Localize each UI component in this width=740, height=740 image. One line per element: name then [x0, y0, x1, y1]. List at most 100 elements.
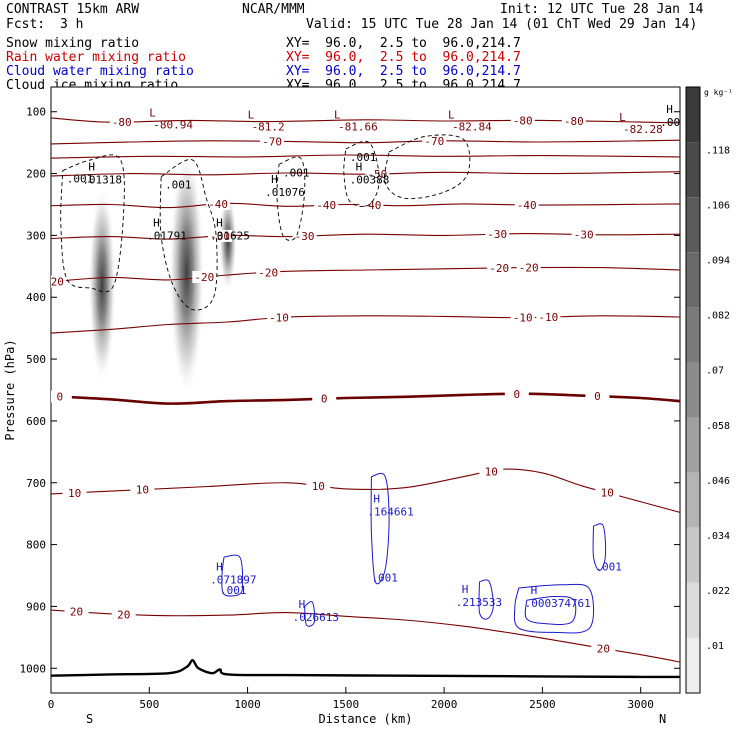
cloud-water-contour-label-0: .001 — [220, 584, 247, 597]
low-marker-2: L — [334, 108, 341, 121]
isotherm-label-10-1: 10 — [136, 484, 149, 497]
colorbar-segment-5 — [686, 362, 700, 418]
colorbar-tick-label-3: .082 — [706, 311, 730, 322]
cloud-water-max-value-0: .071897 — [210, 574, 256, 587]
section-end-label: N — [659, 712, 666, 726]
isotherm-label--80-2: -80 — [564, 115, 584, 128]
isotherm-label--30-2: -30 — [487, 228, 507, 241]
colorbar-tick-label-2: .094 — [706, 256, 730, 267]
isotherm-label--80-0: -80 — [112, 116, 132, 129]
cloud-ice-max-value-4: .00388 — [350, 174, 390, 187]
cloud-ice-max-value-2: .01625 — [210, 229, 250, 242]
isotherm-label-bg — [51, 275, 66, 288]
low-marker-3: L — [448, 108, 455, 121]
field-xy-rain: XY= 96.0, 2.5 to 96.0,214.7 — [286, 50, 521, 65]
isotherm-label-bg — [479, 465, 504, 478]
isotherm-label-bg — [365, 167, 390, 180]
isotherm-label-bg — [109, 115, 134, 128]
isotherm-label--20-2: -20 — [258, 266, 278, 279]
colorbar-tick-label-6: .046 — [706, 476, 730, 487]
isotherm-label-bg — [314, 199, 339, 212]
cloud-water-max-marker-3: H — [462, 583, 469, 596]
init-time: Init: 12 UTC Tue 28 Jan 14 — [500, 2, 704, 17]
y-tick-label-1000: 1000 — [20, 662, 47, 675]
isotherm-label-bg — [359, 199, 384, 212]
y-axis-label: Pressure (hPa) — [3, 339, 17, 440]
cloud-ice-max-marker-0: H — [88, 161, 95, 174]
isotherm-label--40-2: -40 — [361, 199, 381, 212]
forecast-hour: 3 h — [60, 17, 84, 32]
isotherm-label-10-4: 10 — [601, 487, 614, 500]
isotherm-label-bg — [510, 114, 535, 127]
colorbar-tick-label-5: .058 — [706, 421, 730, 432]
model-title: CONTRAST 15km ARW — [6, 2, 140, 17]
cloud-ice-max-marker-5: H — [666, 103, 673, 116]
isotherm-label--30-1: -30 — [295, 230, 315, 243]
isotherm-label--70-0: -70 — [262, 135, 282, 148]
y-tick-label-700: 700 — [26, 477, 46, 490]
isotherm-label--10-0: -10 — [269, 312, 289, 325]
isotherm-label-bg — [591, 642, 616, 655]
isotherm-label-20-1: 20 — [117, 608, 130, 621]
cloud-water-contour-0 — [221, 554, 244, 597]
cloud-water-max-value-3: .213533 — [456, 596, 502, 609]
isotherm-label-bg — [571, 228, 596, 241]
isotherm-label--20-3: -20 — [489, 262, 509, 275]
isotherm-label-bg — [585, 390, 610, 403]
isotherm-label-10-0: 10 — [68, 487, 81, 500]
colorbar-tick-label-4: .07 — [706, 366, 724, 377]
forecast-label: Fcst: — [6, 17, 46, 32]
isotherm-label-bg — [206, 197, 231, 210]
cloud-ice-max-value-3: .01076 — [265, 186, 305, 199]
x-tick-label-500: 500 — [139, 698, 159, 711]
low-marker-0: L — [149, 106, 156, 119]
isotherm-label-bg — [306, 480, 331, 493]
low-value-1: -81.2 — [252, 120, 285, 133]
colorbar-tick-label-0: .118 — [706, 145, 730, 156]
x-tick-label-1500: 1500 — [333, 698, 360, 711]
low-value-4: -82.28 — [623, 123, 663, 136]
colorbar-tick-label-9: .01 — [706, 641, 724, 652]
colorbar-segment-1 — [686, 142, 700, 198]
cloud-ice-contour-1 — [159, 159, 218, 311]
section-start-label: S — [86, 712, 93, 726]
y-tick-label-400: 400 — [26, 291, 46, 304]
field-xy-snow: XY= 96.0, 2.5 to 96.0,214.7 — [286, 36, 521, 51]
isotherm-label--50-0: -50 — [367, 168, 387, 181]
x-tick-label-2000: 2000 — [431, 698, 458, 711]
isotherm--20 — [51, 266, 680, 283]
organization-label: NCAR/MMM — [242, 2, 305, 17]
isotherm-label-bg — [536, 311, 561, 324]
cloud-water-max-value-4: .000374761 — [525, 597, 591, 610]
cloud-water-max-marker-4: H — [531, 584, 538, 597]
cloud-water-contour-4 — [513, 583, 595, 634]
cloud-water-max-marker-1: H — [299, 598, 306, 611]
cloud-ice-max-value-0: .01318 — [82, 174, 122, 187]
colorbar-segment-4 — [686, 307, 700, 363]
isotherm-label-bg — [561, 114, 586, 127]
isotherm-label-bg — [510, 311, 535, 324]
isotherm-label--80-1: -80 — [513, 115, 533, 128]
isotherm-label-10-3: 10 — [485, 465, 498, 478]
x-tick-label-3000: 3000 — [627, 698, 654, 711]
y-tick-label-900: 900 — [26, 600, 46, 613]
cloud-water-max-value-2: .164661 — [367, 506, 413, 519]
colorbar-segment-7 — [686, 472, 700, 528]
y-tick-label-600: 600 — [26, 415, 46, 428]
isotherm-label--30-0: -30 — [210, 230, 230, 243]
y-tick-label-800: 800 — [26, 539, 46, 552]
cloud-ice-contour-2 — [276, 156, 306, 241]
cloud-water-contour-label-2: .001 — [371, 572, 398, 585]
isotherm-label-0-3: 0 — [594, 390, 601, 403]
isotherm--60 — [51, 154, 680, 159]
low-value-2: -81.66 — [338, 120, 378, 133]
isotherm-label--30-3: -30 — [574, 229, 594, 242]
x-axis-label: Distance (km) — [319, 712, 413, 726]
isotherm-label-bg — [260, 135, 285, 148]
snow-core-0 — [88, 185, 116, 384]
isotherm-10 — [51, 468, 680, 513]
isotherm-label-bg — [504, 387, 529, 400]
isotherm-label-bg — [595, 486, 620, 499]
isotherm-label-0-0: 0 — [57, 391, 64, 404]
